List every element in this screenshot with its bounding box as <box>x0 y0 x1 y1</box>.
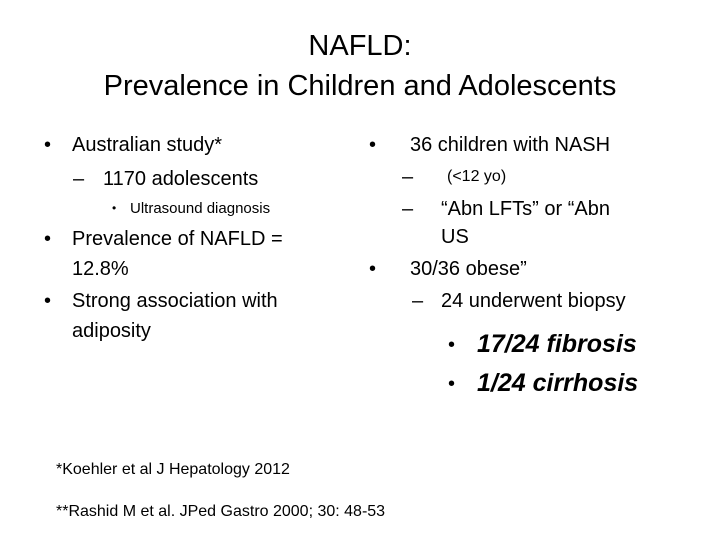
left-sub-1: 1170 adolescents <box>103 168 259 190</box>
bullet-icon: • <box>369 134 377 156</box>
slide-title-line1: NAFLD: <box>308 30 412 62</box>
right-sub-3: 24 underwent biopsy <box>441 290 626 312</box>
dash-icon: – <box>402 166 414 188</box>
right-bullet-2: 30/36 obese” <box>410 258 527 280</box>
right-sub-2-line2: US <box>441 226 469 248</box>
dash-icon: – <box>73 168 85 190</box>
right-sub-2-line1: “Abn LFTs” or “Abn <box>441 198 610 220</box>
footnote-2: **Rashid M et al. JPed Gastro 2000; 30: … <box>56 503 386 520</box>
left-bullet-3-line1: Strong association with <box>72 290 278 312</box>
right-subsub-2: 1/24 cirrhosis <box>477 369 639 397</box>
bullet-icon: • <box>44 290 52 312</box>
left-bullet-2-line2: 12.8% <box>72 258 129 280</box>
bullet-icon: • <box>448 373 456 395</box>
bullet-icon: • <box>448 334 456 356</box>
left-subsub-1: Ultrasound diagnosis <box>130 200 271 217</box>
left-bullet-3-line2: adiposity <box>72 320 151 342</box>
footnote-1: *Koehler et al J Hepatology 2012 <box>56 461 290 478</box>
bullet-icon: • <box>369 258 377 280</box>
left-bullet-2-line1: Prevalence of NAFLD = <box>72 228 283 250</box>
right-sub-1: (<12 yo) <box>447 168 507 185</box>
right-subsub-1: 17/24 fibrosis <box>477 330 637 358</box>
bullet-icon: • <box>44 228 52 250</box>
dash-icon: – <box>402 198 414 220</box>
bullet-icon: • <box>44 134 52 156</box>
left-bullet-1: Australian study* <box>72 134 223 156</box>
right-bullet-1: 36 children with NASH <box>410 134 611 156</box>
slide-title-line2: Prevalence in Children and Adolescents <box>103 70 617 102</box>
bullet-icon: • <box>112 201 117 215</box>
dash-icon: – <box>412 290 424 312</box>
